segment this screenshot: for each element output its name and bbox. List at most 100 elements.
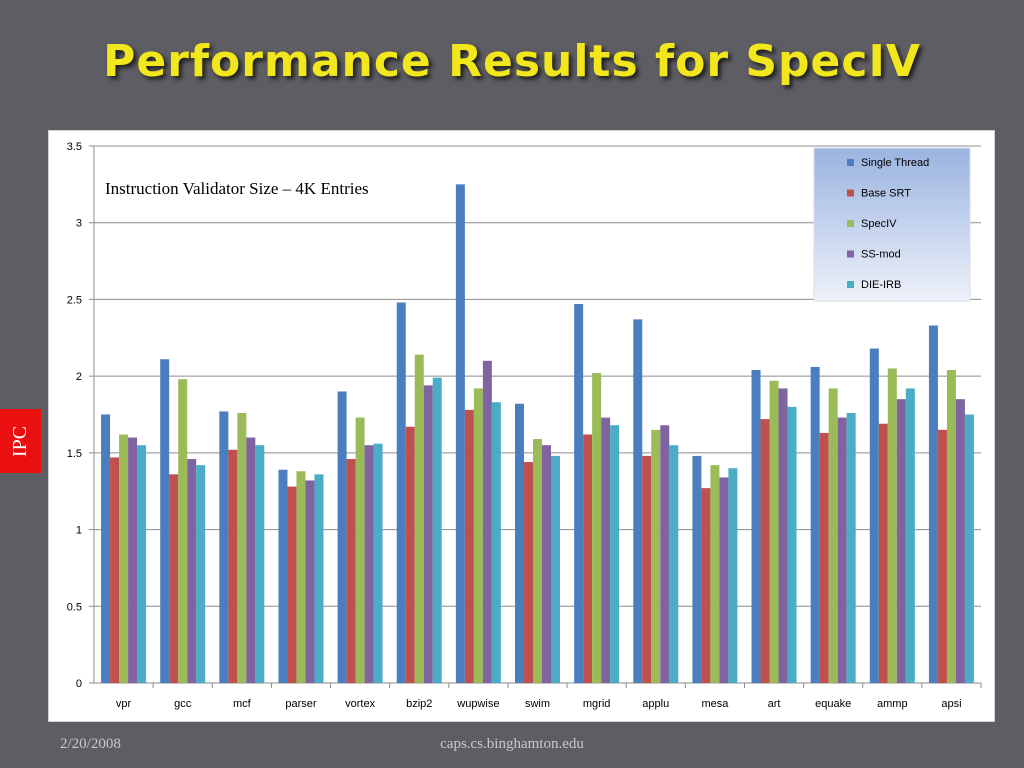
bar-vortex-ss-mod: [364, 445, 374, 683]
bar-ammp-ss-mod: [896, 399, 906, 683]
y-tick-label: 0.5: [67, 601, 82, 613]
bar-gcc-single-thread: [160, 359, 170, 683]
bar-wupwise-speciv: [473, 388, 483, 683]
bar-swim-single-thread: [515, 403, 524, 683]
bar-vortex-speciv: [355, 417, 365, 683]
bar-vortex-single-thread: [337, 391, 347, 683]
bar-apsi-ss-mod: [955, 399, 965, 683]
bar-mesa-single-thread: [692, 455, 702, 683]
y-axis-ticks: 0 0.5 1 1.5 2 2.5 3 3.5: [67, 141, 82, 690]
slide-title: Performance Results for SpecIV: [103, 36, 921, 87]
bar-vortex-die-irb: [373, 443, 383, 683]
x-tick-label: wupwise: [456, 698, 499, 710]
bar-equake-speciv: [828, 388, 838, 683]
bar-apsi-die-irb: [964, 414, 974, 683]
legend-entry-label: DIE-IRB: [861, 279, 901, 291]
chart-legend: Single Thread Base SRT SpecIV SS-mod DIE-IRB: [813, 147, 971, 302]
bar-vpr-die-irb: [137, 445, 147, 683]
y-tick-label: 1.5: [67, 448, 82, 460]
bar-mesa-ss-mod: [719, 477, 729, 683]
bar-equake-ss-mod: [837, 417, 847, 683]
bar-bzip2-single-thread: [396, 302, 406, 683]
legend-swatch: [847, 250, 854, 258]
legend-swatch: [847, 220, 854, 227]
x-tick-label: mcf: [233, 698, 252, 710]
bar-applu-speciv: [651, 429, 661, 683]
bar-mcf-ss-mod: [246, 437, 256, 683]
bar-applu-base-srt: [642, 455, 652, 683]
legend-entry-label: SS-mod: [861, 249, 901, 261]
bar-mcf-die-irb: [255, 445, 265, 683]
bar-mgrid-base-srt: [583, 434, 593, 683]
bar-wupwise-single-thread: [455, 184, 465, 683]
bar-equake-single-thread: [810, 366, 820, 683]
bar-vortex-base-srt: [346, 458, 356, 683]
bar-wupwise-ss-mod: [482, 360, 492, 683]
ipc-side-label: IPC: [9, 425, 31, 457]
bar-apsi-speciv: [946, 370, 956, 683]
bar-mcf-single-thread: [219, 411, 229, 683]
bar-bzip2-speciv: [414, 354, 424, 683]
legend-swatch: [847, 159, 854, 166]
bar-applu-die-irb: [669, 445, 679, 683]
x-tick-label: ammp: [877, 698, 908, 710]
x-tick-label: applu: [642, 698, 669, 710]
bar-chart: 0 0.5 1 1.5 2 2.5 3 3.5 vpr gcc mcf parser vortex bz…: [67, 141, 982, 710]
bar-gcc-die-irb: [196, 465, 206, 683]
bar-ammp-speciv: [887, 368, 897, 683]
chart-container: 0 0.5 1 1.5 2 2.5 3 3.5 vpr gcc mcf parser vortex bz…: [48, 130, 995, 722]
y-tick-label: 2.5: [67, 294, 82, 306]
bar-vpr-speciv: [119, 434, 129, 683]
bar-equake-die-irb: [846, 412, 856, 683]
bar-bzip2-ss-mod: [423, 385, 433, 683]
legend-swatch: [847, 281, 854, 288]
bar-vpr-single-thread: [101, 414, 111, 683]
legend-swatch: [847, 189, 854, 197]
bar-art-base-srt: [760, 419, 770, 683]
bar-vpr-base-srt: [110, 457, 120, 683]
x-tick-label: parser: [285, 698, 317, 710]
bar-art-die-irb: [787, 406, 797, 683]
bar-apsi-base-srt: [937, 429, 947, 683]
chart-bars: [101, 184, 974, 683]
bar-parser-ss-mod: [305, 480, 315, 683]
y-tick-label: 0: [76, 678, 82, 690]
bar-gcc-base-srt: [169, 474, 179, 683]
footer-date: 2/20/2008: [60, 736, 121, 752]
legend-entry-label: SpecIV: [861, 218, 897, 230]
bar-mesa-base-srt: [701, 488, 711, 683]
x-tick-label: gcc: [174, 698, 192, 710]
bar-bzip2-base-srt: [405, 426, 415, 683]
chart-annotation: Instruction Validator Size – 4K Entries: [105, 179, 369, 198]
bar-art-speciv: [769, 380, 779, 683]
x-tick-label: mgrid: [583, 698, 611, 710]
bar-mgrid-single-thread: [574, 304, 584, 683]
bar-mcf-base-srt: [228, 449, 238, 683]
bar-apsi-single-thread: [928, 325, 938, 683]
x-tick-label: equake: [815, 698, 851, 710]
x-tick-label: vpr: [116, 698, 132, 710]
bar-art-single-thread: [751, 370, 761, 683]
bar-mgrid-speciv: [592, 373, 602, 683]
x-tick-label: bzip2: [406, 698, 432, 710]
footer-url: caps.cs.binghamton.edu: [440, 736, 584, 752]
legend-box: [813, 147, 971, 302]
x-tick-label: mesa: [701, 698, 729, 710]
bar-swim-die-irb: [551, 455, 560, 683]
bar-mgrid-die-irb: [610, 425, 620, 683]
bar-bzip2-die-irb: [432, 377, 442, 683]
bar-vpr-ss-mod: [128, 437, 138, 683]
ipc-side-tab: IPC: [0, 409, 41, 473]
y-tick-label: 1: [76, 525, 82, 537]
bar-ammp-base-srt: [878, 423, 888, 683]
bar-equake-base-srt: [819, 432, 829, 683]
x-tick-label: swim: [525, 698, 550, 710]
bar-mesa-die-irb: [728, 468, 738, 683]
bar-swim-base-srt: [524, 462, 533, 683]
bar-mcf-speciv: [237, 412, 247, 683]
legend-entry-label: Single Thread: [861, 157, 929, 169]
bar-art-ss-mod: [778, 388, 788, 683]
bar-ammp-die-irb: [905, 388, 915, 683]
bar-applu-ss-mod: [660, 425, 670, 683]
bar-gcc-speciv: [178, 379, 188, 683]
